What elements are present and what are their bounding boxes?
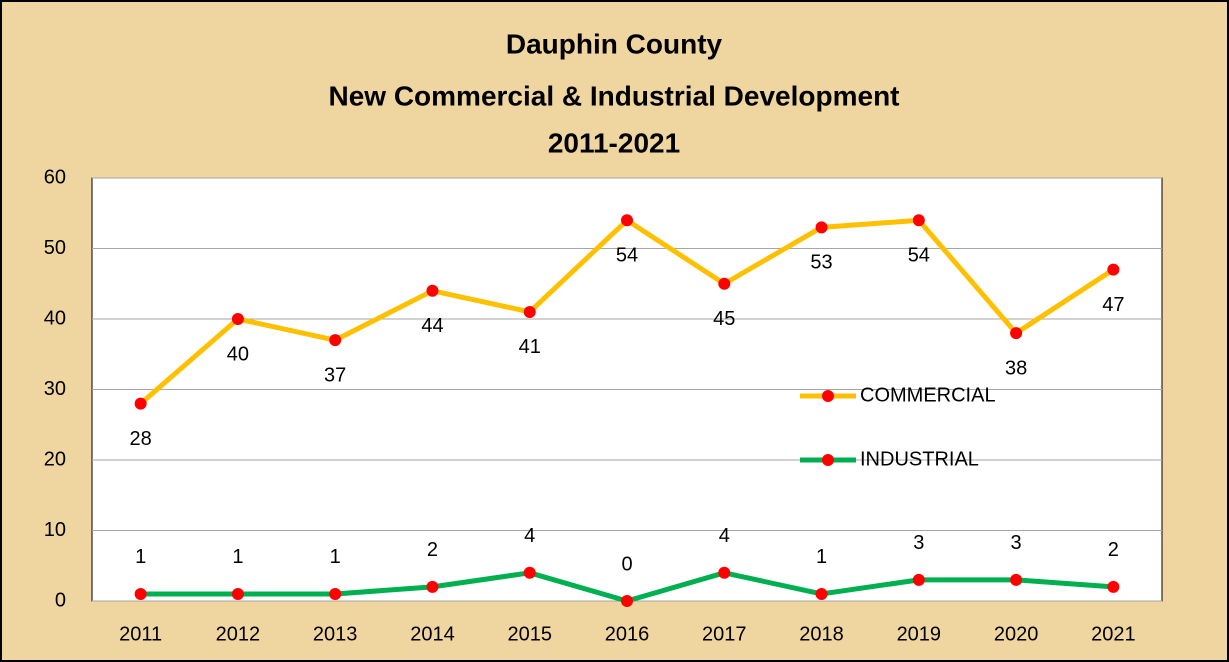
- data-label: 54: [908, 245, 930, 267]
- data-point: [329, 587, 342, 600]
- data-label: 28: [130, 428, 152, 450]
- data-point: [718, 277, 731, 290]
- data-point: [231, 313, 244, 325]
- data-point: [718, 566, 731, 579]
- legend-marker: [822, 454, 834, 466]
- data-point: [231, 587, 244, 600]
- y-tick-label: 30: [44, 378, 66, 400]
- chart-title: Dauphin County: [506, 28, 723, 59]
- x-tick-label: 2021: [1091, 623, 1136, 645]
- data-point: [523, 566, 536, 579]
- data-point: [1010, 573, 1023, 586]
- y-tick-label: 20: [44, 448, 66, 470]
- x-tick-label: 2020: [994, 623, 1039, 645]
- data-label: 54: [616, 245, 638, 267]
- y-tick-label: 50: [44, 237, 66, 259]
- y-tick-label: 60: [44, 166, 66, 188]
- x-tick-label: 2016: [605, 623, 650, 645]
- data-point: [1107, 580, 1120, 593]
- x-tick-label: 2015: [507, 623, 552, 645]
- x-tick-label: 2017: [702, 623, 747, 645]
- data-label: 44: [421, 315, 443, 337]
- x-tick-label: 2012: [216, 623, 261, 645]
- data-point: [523, 305, 536, 318]
- data-point: [815, 587, 828, 600]
- data-label: 37: [324, 364, 346, 386]
- x-tick-label: 2014: [410, 623, 455, 645]
- data-label: 3: [913, 532, 924, 554]
- chart-title: 2011-2021: [548, 127, 680, 158]
- data-point: [426, 284, 439, 297]
- data-label: 53: [810, 252, 832, 274]
- data-label: 45: [713, 308, 735, 330]
- x-tick-label: 2011: [119, 623, 162, 645]
- data-label: 1: [135, 546, 146, 568]
- data-label: 4: [719, 525, 730, 547]
- data-label: 3: [1011, 532, 1022, 554]
- legend-label: COMMERCIAL: [860, 384, 996, 406]
- data-label: 1: [816, 546, 827, 568]
- data-label: 2: [427, 539, 438, 561]
- x-tick-label: 2018: [799, 623, 844, 645]
- data-point: [426, 580, 439, 593]
- data-label: 47: [1102, 294, 1124, 316]
- data-label: 41: [519, 336, 541, 358]
- data-point: [1107, 263, 1120, 276]
- data-point: [621, 214, 633, 227]
- data-point: [329, 334, 342, 347]
- data-point: [134, 397, 147, 410]
- y-tick-label: 0: [55, 589, 66, 611]
- data-point: [912, 214, 925, 227]
- data-label: 4: [524, 525, 535, 547]
- x-tick-label: 2013: [313, 623, 358, 645]
- legend-marker: [822, 390, 834, 402]
- data-point: [134, 587, 147, 600]
- data-label: 40: [227, 343, 249, 365]
- data-label: 0: [621, 553, 632, 575]
- data-point: [621, 595, 633, 607]
- data-label: 1: [232, 546, 243, 568]
- data-label: 1: [330, 546, 341, 568]
- data-label: 38: [1005, 357, 1027, 379]
- data-point: [815, 221, 828, 234]
- data-label: 2: [1108, 539, 1119, 561]
- chart-title: New Commercial & Industrial Development: [328, 80, 899, 111]
- y-tick-label: 10: [44, 519, 66, 541]
- x-tick-label: 2019: [897, 623, 942, 645]
- y-tick-label: 40: [44, 307, 66, 329]
- data-point: [1010, 327, 1023, 340]
- legend-label: INDUSTRIAL: [860, 448, 979, 470]
- data-point: [912, 573, 925, 586]
